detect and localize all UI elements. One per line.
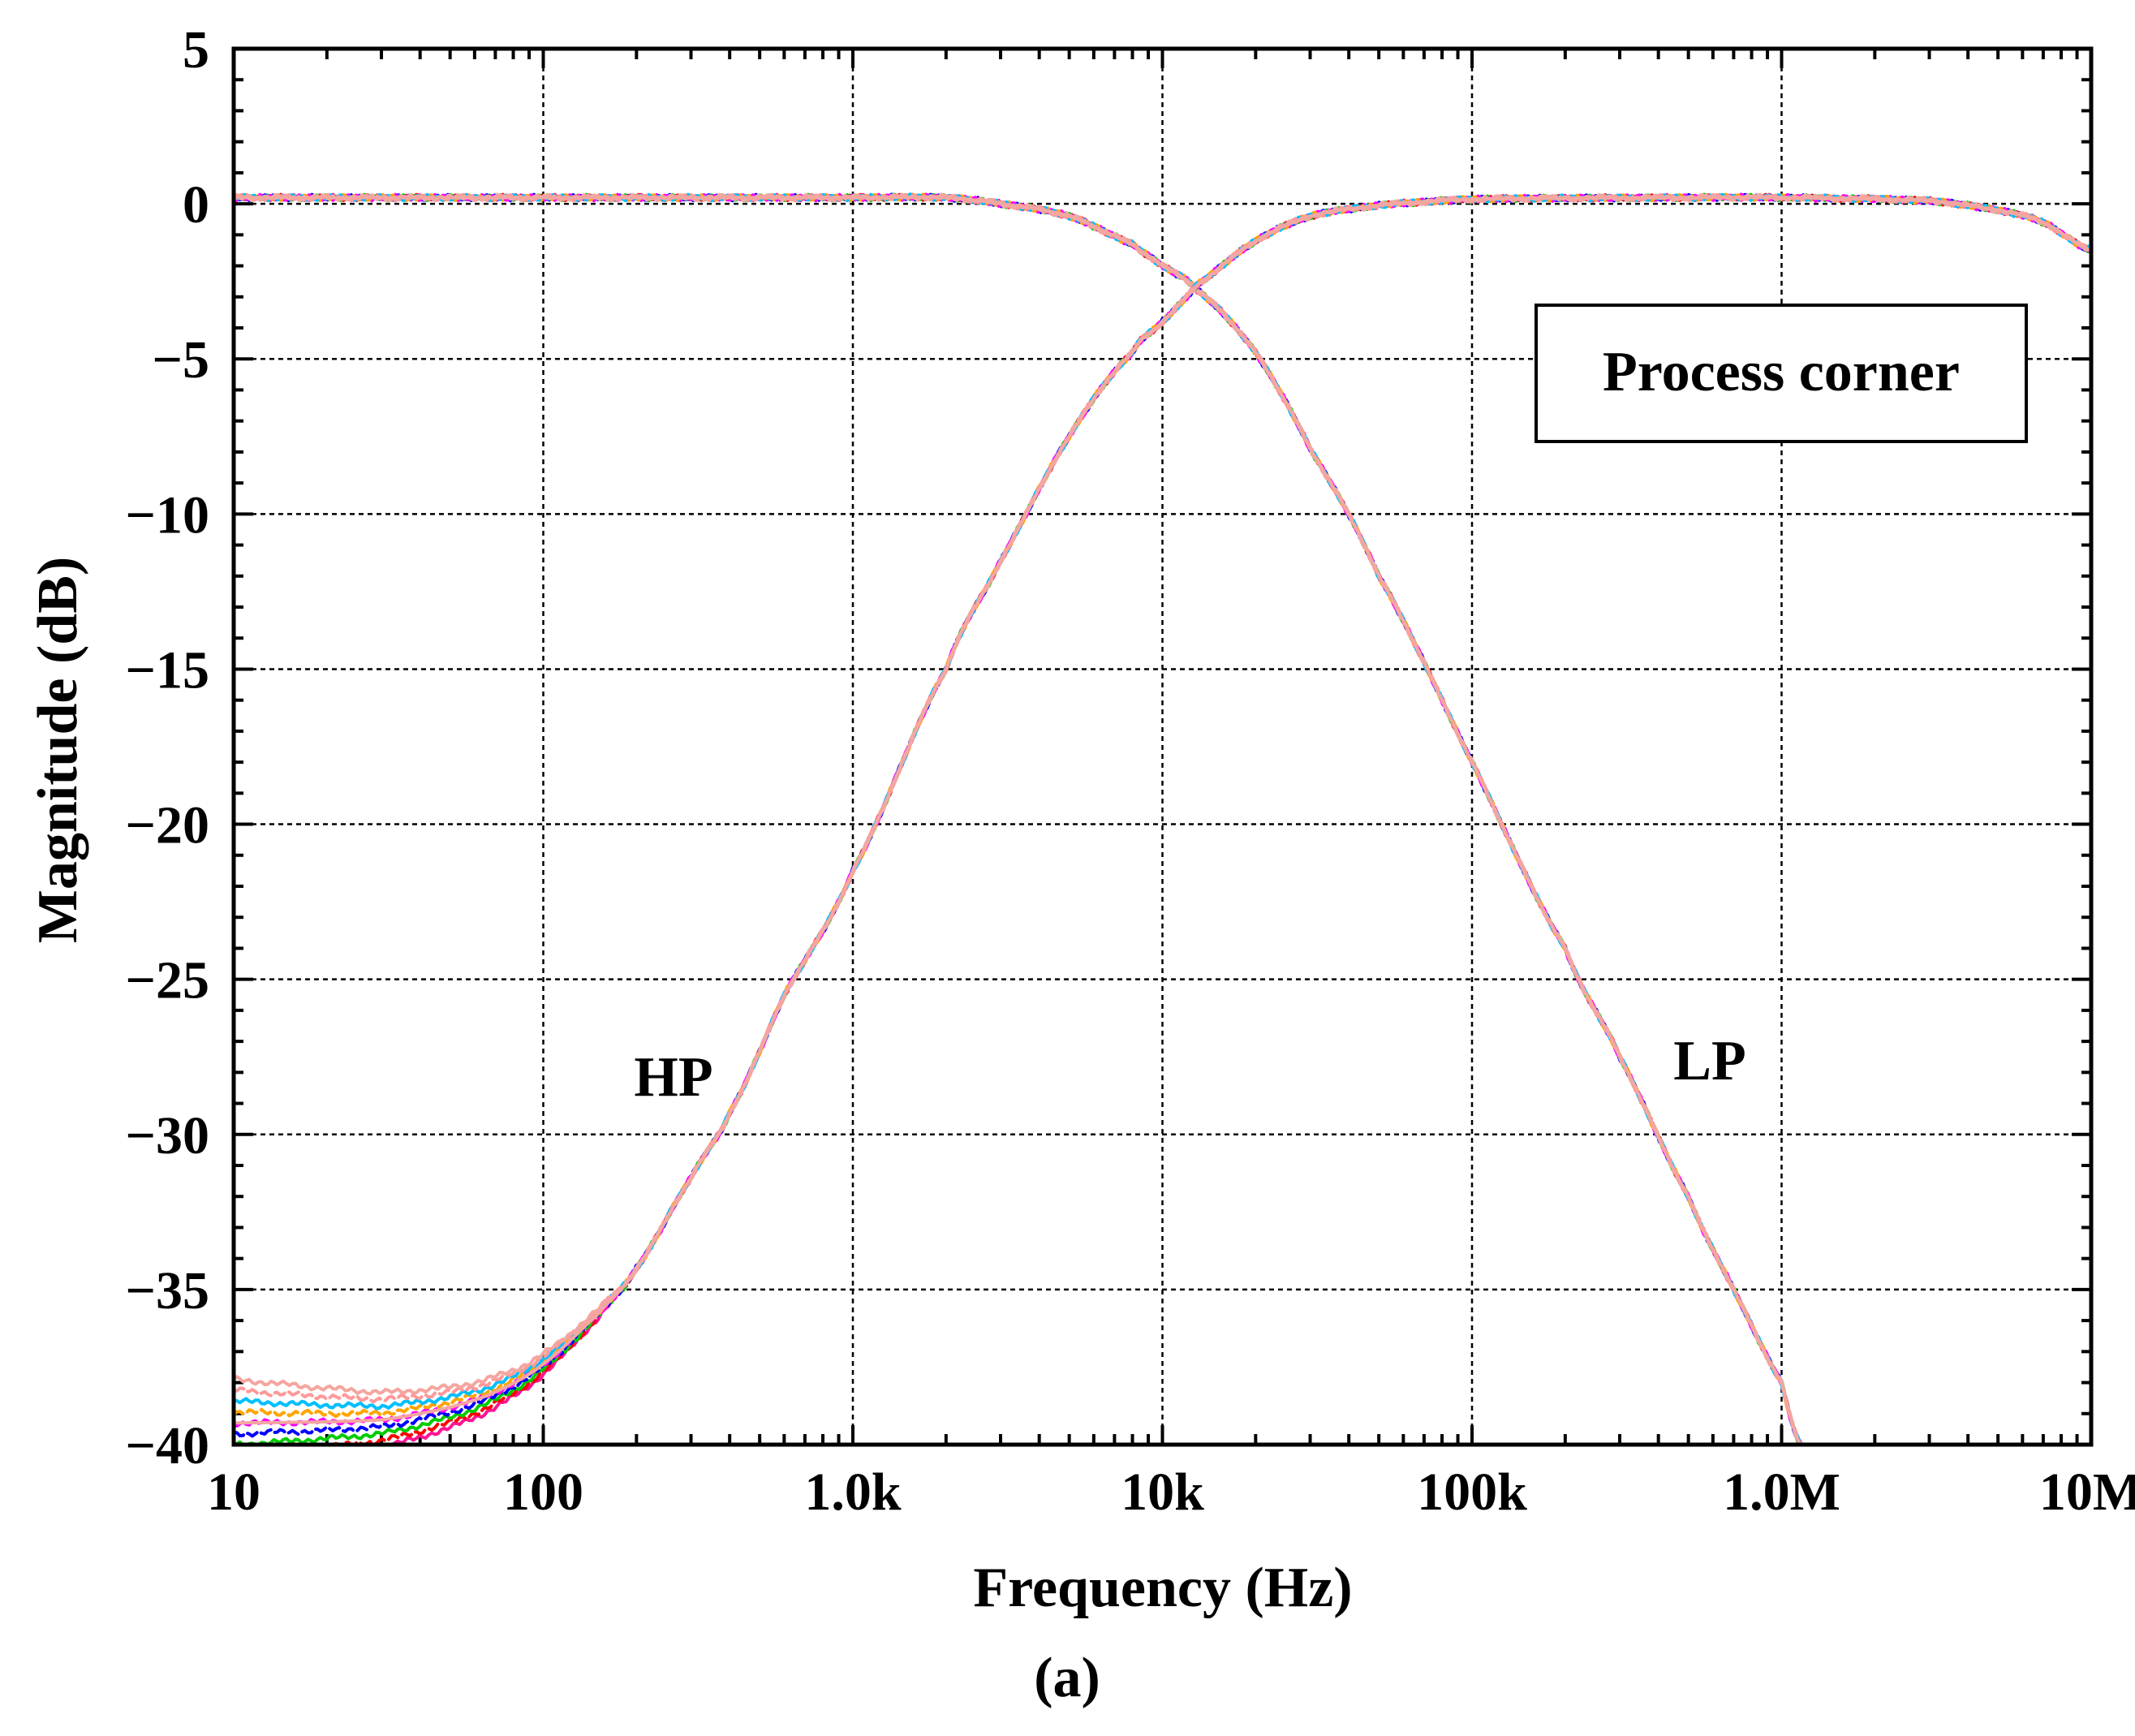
- series-layer: [232, 192, 2093, 1446]
- y-tick-label: 0: [183, 175, 209, 235]
- x-tick-label: 10M: [2039, 1462, 2135, 1522]
- y-tick-label: −30: [125, 1106, 209, 1165]
- lp-curve: [232, 195, 1802, 1446]
- y-tick-label: −40: [125, 1416, 209, 1475]
- y-axis-title: Magnitude (dB): [27, 557, 89, 943]
- x-tick-label: 100: [503, 1462, 583, 1522]
- legend-box: Process corner: [1535, 304, 2028, 443]
- y-tick-label: −20: [125, 796, 209, 855]
- plot-frame: [231, 46, 2094, 1447]
- x-tick-label: 1.0k: [804, 1462, 902, 1522]
- y-tick-label: −25: [125, 951, 209, 1010]
- x-tick-label: 100k: [1417, 1462, 1527, 1522]
- x-axis-title: Frequency (Hz): [973, 1557, 1352, 1619]
- y-tick-label: −35: [125, 1261, 209, 1320]
- y-tick-label: 5: [183, 20, 209, 80]
- y-tick-label: −15: [125, 640, 209, 700]
- y-tick-label: −10: [125, 485, 209, 545]
- legend-text: Process corner: [1603, 341, 1960, 403]
- figure-caption: (a): [1034, 1647, 1100, 1709]
- x-tick-label: 10k: [1121, 1462, 1204, 1522]
- y-tick-label: −5: [152, 330, 209, 390]
- hp-annotation: HP: [634, 1046, 712, 1109]
- hp-curve: [232, 196, 2093, 1425]
- lp-annotation: LP: [1673, 1030, 1745, 1092]
- grid-layer: [234, 49, 2091, 1445]
- x-tick-label: 1.0M: [1723, 1462, 1840, 1522]
- x-tick-label: 10: [207, 1462, 260, 1522]
- y-tick-labels: 5 0 −5 −10 −15 −20 −25 −30 −35 −40: [125, 20, 209, 1475]
- x-tick-labels: 10 100 1.0k 10k 100k 1.0M 10M: [207, 1462, 2135, 1522]
- legend-frame: [1535, 304, 2028, 443]
